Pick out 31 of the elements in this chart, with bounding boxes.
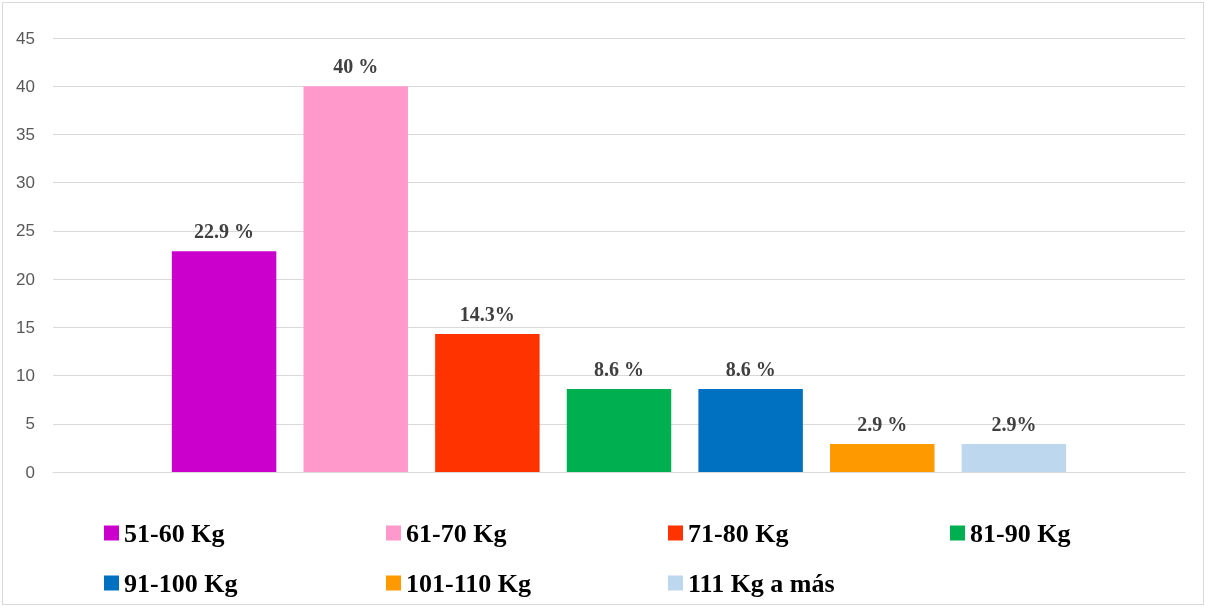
bar: [961, 444, 1067, 472]
bar: [171, 251, 277, 472]
data-label: 40 %: [333, 55, 379, 78]
y-tick-label: 20: [16, 269, 35, 289]
y-tick-label: 15: [16, 317, 35, 337]
bar: [303, 86, 408, 472]
legend-label: 111 Kg a más: [688, 568, 835, 598]
legend-label: 91-100 Kg: [124, 568, 238, 598]
bar: [435, 334, 540, 472]
data-label: 8.6 %: [594, 358, 644, 381]
data-label: 8.6 %: [725, 358, 776, 381]
data-label: 2.9 %: [857, 413, 908, 436]
y-tick-label: 0: [25, 462, 35, 482]
bar: [698, 389, 803, 472]
y-tick-label: 5: [25, 414, 35, 434]
bar: [830, 444, 935, 472]
y-tick-label: 10: [16, 366, 35, 386]
legend-label: 101-110 Kg: [406, 568, 531, 598]
y-tick-label: 45: [16, 28, 35, 48]
y-tick-label: 35: [16, 124, 35, 144]
data-label: 14.3%: [459, 303, 515, 326]
legend-label: 61-70 Kg: [406, 518, 507, 548]
y-tick-label: 30: [16, 173, 35, 193]
data-label: 2.9%: [991, 413, 1037, 436]
bar: [566, 389, 672, 472]
data-label: 22.9 %: [194, 220, 255, 243]
legend-label: 81-90 Kg: [970, 518, 1071, 548]
y-tick-label: 40: [16, 76, 35, 96]
legend-label: 51-60 Kg: [124, 518, 225, 548]
legend-label: 71-80 Kg: [688, 518, 789, 548]
y-tick-label: 25: [16, 221, 35, 241]
